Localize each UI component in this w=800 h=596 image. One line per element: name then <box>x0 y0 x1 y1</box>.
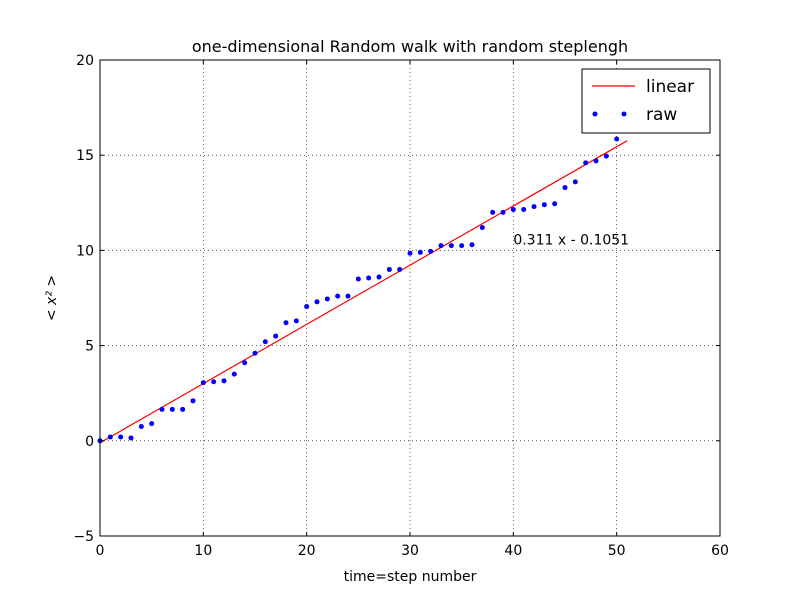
chart-title: one-dimensional Random walk with random … <box>192 37 628 56</box>
raw-data-point <box>304 304 310 310</box>
raw-data-point <box>397 266 403 272</box>
raw-data-point <box>118 434 124 440</box>
series-layer <box>97 136 628 444</box>
raw-data-point <box>500 209 506 215</box>
raw-data-point <box>572 179 578 185</box>
raw-data-point <box>490 209 496 215</box>
raw-data-point <box>345 293 351 299</box>
plot-frame <box>99 59 721 537</box>
raw-data-point <box>159 406 165 412</box>
raw-data-point <box>314 299 320 305</box>
raw-data-point <box>293 318 299 324</box>
x-tick-label: 40 <box>504 543 522 559</box>
raw-data-point <box>242 360 248 366</box>
raw-data-point <box>211 379 217 385</box>
raw-data-point <box>593 158 599 164</box>
x-tick-label: 20 <box>298 543 316 559</box>
raw-data-point <box>169 406 175 412</box>
y-tick-label: 0 <box>85 434 94 450</box>
raw-data-point <box>252 350 258 356</box>
y-tick-label: 20 <box>76 53 94 69</box>
legend-raw-label: raw <box>646 105 677 125</box>
raw-data-point <box>231 371 237 377</box>
raw-data-point <box>283 320 289 326</box>
raw-data-point <box>438 243 444 249</box>
raw-data-point <box>376 274 382 280</box>
raw-data-point <box>510 206 516 212</box>
raw-data-point <box>366 275 372 281</box>
y-tick-label: 15 <box>76 148 94 164</box>
raw-data-point <box>138 424 144 430</box>
raw-data-point <box>417 249 423 255</box>
raw-data-point <box>448 243 454 249</box>
raw-data-point <box>273 333 279 339</box>
x-axis-label: time=step number <box>344 569 477 585</box>
raw-data-point <box>531 204 537 210</box>
x-tick-label: 0 <box>96 543 105 559</box>
raw-data-point <box>107 434 113 440</box>
x-tick-label: 60 <box>711 543 729 559</box>
raw-data-point <box>262 339 268 345</box>
raw-data-point <box>521 206 527 212</box>
legend: linear raw <box>581 68 711 134</box>
raw-data-point <box>459 243 465 249</box>
fit-annotation: 0.311 x - 0.1051 <box>513 233 629 249</box>
legend-raw-marker-2 <box>621 111 627 117</box>
raw-data-point <box>614 136 620 142</box>
series-linear-line <box>99 140 628 444</box>
legend-frame <box>581 68 711 134</box>
raw-data-point <box>149 421 155 427</box>
raw-data-point <box>128 435 134 441</box>
raw-data-point <box>479 225 485 231</box>
raw-data-point <box>583 160 589 166</box>
raw-data-point <box>562 185 568 191</box>
raw-data-point <box>428 248 434 254</box>
raw-data-point <box>180 406 186 412</box>
y-tick-label: −5 <box>73 529 94 545</box>
x-tick-label: 30 <box>401 543 419 559</box>
raw-data-point <box>190 398 196 404</box>
raw-data-point <box>324 296 330 302</box>
raw-data-point <box>355 276 361 282</box>
x-tick-label: 10 <box>194 543 212 559</box>
y-tick-label: 5 <box>85 339 94 355</box>
raw-data-point <box>407 250 413 256</box>
x-tick-label: 50 <box>608 543 626 559</box>
y-tick-label: 10 <box>76 243 94 259</box>
raw-data-point <box>603 153 609 159</box>
raw-data-point <box>469 242 475 248</box>
raw-data-point <box>552 201 558 207</box>
y-axis-label: < x² > <box>44 275 60 321</box>
raw-data-point <box>386 266 392 272</box>
raw-data-point <box>335 293 341 299</box>
raw-data-point <box>200 380 206 386</box>
legend-raw-marker-1 <box>592 111 598 117</box>
raw-data-point <box>541 202 547 208</box>
legend-linear-label: linear <box>646 77 694 97</box>
raw-data-point <box>221 378 227 384</box>
